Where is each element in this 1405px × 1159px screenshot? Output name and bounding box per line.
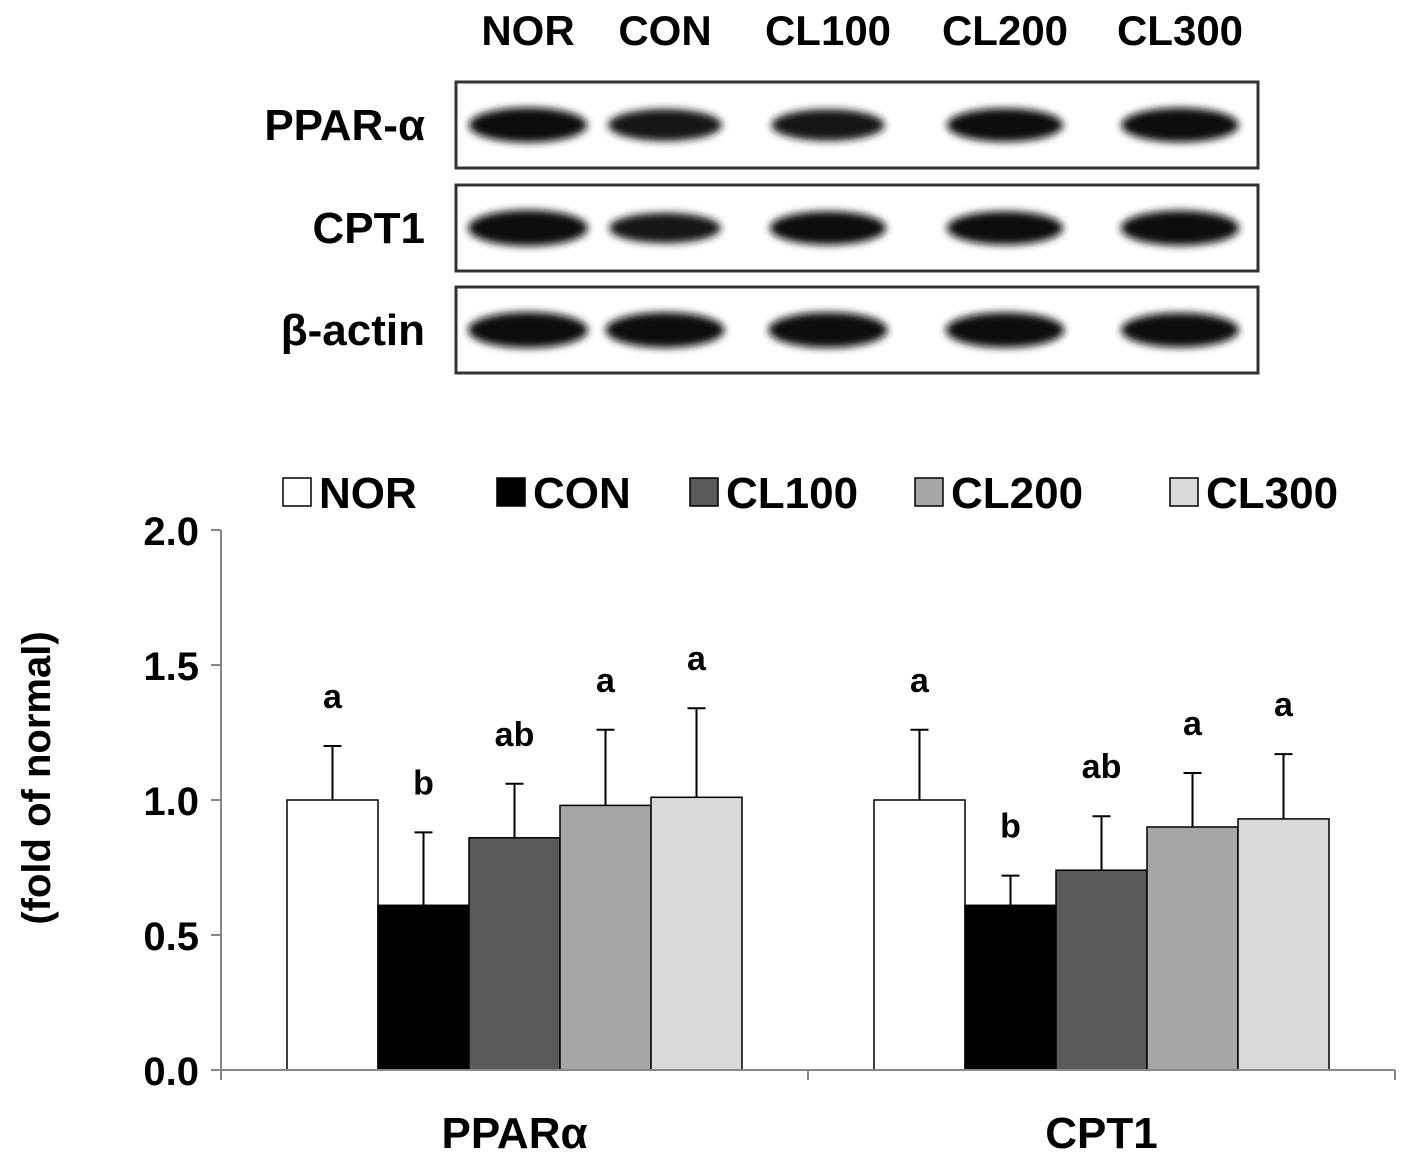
blot-lane-label-nor: NOR <box>481 7 574 54</box>
legend-label-cl200: CL200 <box>951 469 1083 518</box>
legend-label-con: CON <box>533 469 631 518</box>
blot-lane-label-cl300: CL300 <box>1117 7 1243 54</box>
x-category-label-1: CPT1 <box>1045 1109 1157 1158</box>
blot-row-label-0: PPAR-α <box>264 101 425 150</box>
blot-band-r2-l0 <box>468 312 588 348</box>
y-tick-label-2: 1.0 <box>143 780 199 824</box>
blot-band-r2-l1 <box>605 312 725 348</box>
significance-letter-cl300-0: a <box>687 640 707 678</box>
bar-con-1 <box>964 904 1057 1071</box>
significance-letter-con-1: b <box>1000 808 1021 846</box>
legend-swatch-cl300 <box>1169 477 1199 507</box>
blot-band-r1-l3 <box>946 211 1064 245</box>
blot-band-r0-l3 <box>946 108 1064 142</box>
y-tick-label-0: 0.0 <box>143 1050 199 1094</box>
bar-nor-1 <box>873 799 966 1071</box>
y-axis-label: (fold of normal) <box>15 631 59 924</box>
blot-lane-label-cl200: CL200 <box>942 7 1068 54</box>
blot-band-r0-l0 <box>468 107 588 143</box>
bar-cl300-1 <box>1237 818 1330 1071</box>
bar-cl100-0 <box>468 837 561 1071</box>
significance-letter-cl200-1: a <box>1183 705 1203 743</box>
bar-cl200-0 <box>559 804 652 1071</box>
legend-label-cl300: CL300 <box>1206 469 1338 518</box>
legend-swatch-cl100 <box>689 477 719 507</box>
blot-lane-label-con: CON <box>618 7 711 54</box>
y-tick-label-1: 0.5 <box>143 915 199 959</box>
y-tick-label-4: 2.0 <box>143 510 199 554</box>
blot-row-label-1: CPT1 <box>313 204 425 253</box>
blot-lane-label-cl100: CL100 <box>765 7 891 54</box>
blot-band-r1-l1 <box>609 212 721 244</box>
blot-band-r1-l4 <box>1120 210 1240 246</box>
significance-letter-cl100-0: ab <box>495 716 535 754</box>
blot-band-r0-l1 <box>608 109 722 141</box>
blot-band-r2-l3 <box>945 312 1065 348</box>
blot-row-label-2: β-actin <box>281 306 425 355</box>
significance-letter-nor-0: a <box>323 678 343 716</box>
western-blot-panel: NOR CON CL100 CL200 CL300 PPAR-α CPT1 β-actin <box>264 7 1260 375</box>
y-tick-label-3: 1.5 <box>143 645 199 689</box>
blot-band-r2-l4 <box>1121 312 1239 348</box>
bar-cl100-1 <box>1055 869 1148 1071</box>
blot-band-r0-l4 <box>1121 107 1239 143</box>
blot-band-r2-l2 <box>768 312 888 348</box>
legend-swatch-cl200 <box>914 477 944 507</box>
significance-letter-nor-1: a <box>910 662 930 700</box>
x-category-label-0: PPARα <box>441 1109 587 1158</box>
blot-band-r1-l0 <box>468 210 588 246</box>
legend-label-nor: NOR <box>319 469 417 518</box>
significance-letter-cl200-0: a <box>596 662 616 700</box>
legend-swatch-con <box>496 477 526 507</box>
bar-con-0 <box>377 904 470 1071</box>
significance-letter-con-0: b <box>413 764 434 802</box>
bar-nor-0 <box>286 799 379 1071</box>
legend-label-cl100: CL100 <box>726 469 858 518</box>
significance-letter-cl300-1: a <box>1274 686 1294 724</box>
bar-cl200-1 <box>1146 826 1239 1071</box>
blot-band-r1-l2 <box>769 211 887 245</box>
legend-swatch-nor <box>282 477 312 507</box>
blot-band-r0-l2 <box>771 109 885 141</box>
bar-cl300-0 <box>650 796 743 1071</box>
significance-letter-cl100-1: ab <box>1082 748 1122 786</box>
